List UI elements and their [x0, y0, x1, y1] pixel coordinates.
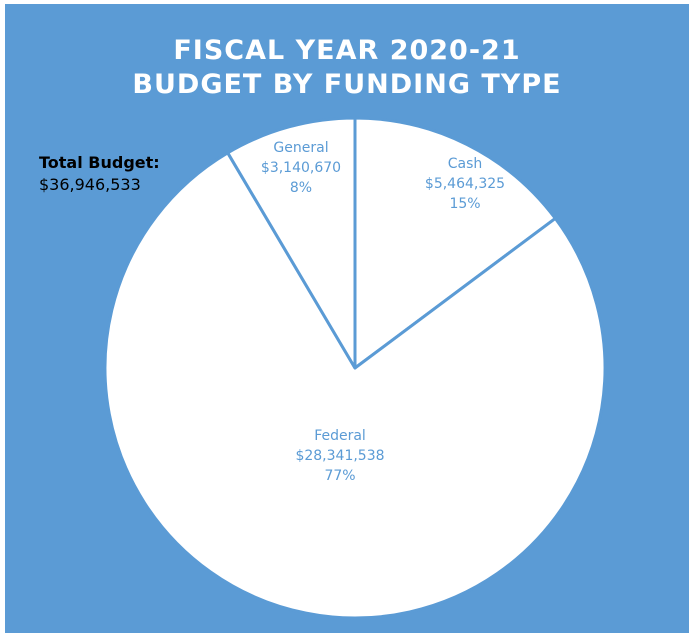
- slice-name-cash: Cash: [448, 156, 483, 172]
- slice-percent-federal: 77%: [324, 468, 355, 484]
- slice-value-federal: $28,341,538: [295, 448, 384, 464]
- pie-chart: Cash $5,464,325 15% Federal $28,341,538 77% Ge…: [5, 4, 689, 633]
- slice-name-general: General: [273, 140, 328, 156]
- slice-value-general: $3,140,670: [261, 160, 341, 176]
- chart-frame: FISCAL YEAR 2020-21 BUDGET BY FUNDING TY…: [5, 4, 689, 633]
- slice-percent-cash: 15%: [449, 196, 480, 212]
- slice-name-federal: Federal: [314, 428, 366, 444]
- slice-percent-general: 8%: [290, 180, 312, 196]
- slice-value-cash: $5,464,325: [425, 176, 505, 192]
